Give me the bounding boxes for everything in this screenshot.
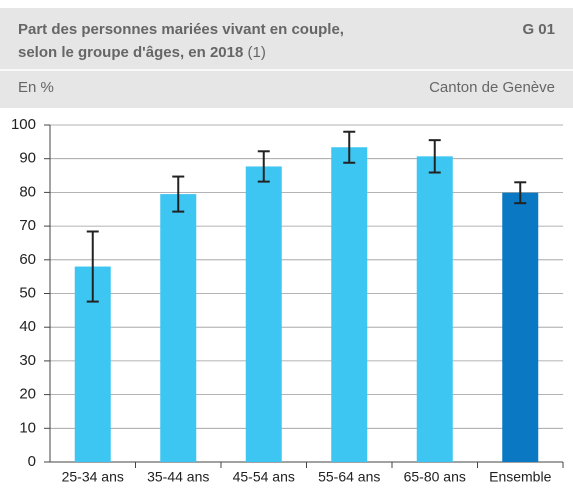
y-tick-label: 40: [19, 318, 36, 335]
bar: [416, 156, 453, 462]
bar: [331, 147, 368, 462]
bar: [245, 166, 282, 463]
x-tick-label: 35-44 ans: [147, 469, 209, 485]
x-tick-label: 55-64 ans: [318, 469, 380, 485]
x-tick-label: 45-54 ans: [233, 469, 295, 485]
chart-title-2: selon le groupe d'âges, en 2018 (1): [18, 44, 266, 61]
y-tick-label: 10: [19, 419, 36, 436]
y-tick-label: 50: [19, 284, 36, 301]
x-tick-label: 65-80 ans: [404, 469, 466, 485]
title-part: Part des personnes mariées vivant en cou…: [18, 21, 344, 38]
y-tick-label: 100: [11, 116, 36, 133]
error-bar: [172, 175, 185, 213]
x-tick-label: Ensemble: [489, 469, 551, 485]
bar: [502, 192, 539, 462]
y-tick-label: 60: [19, 251, 36, 268]
header-band: [0, 8, 573, 108]
error-bar: [343, 130, 356, 164]
subtitle: En %: [18, 79, 54, 96]
error-bar: [86, 230, 99, 303]
error-bar: [428, 139, 441, 174]
y-tick-label: 70: [19, 217, 36, 234]
error-bar: [257, 150, 270, 183]
title-part: selon le groupe d'âges, en 2018: [18, 44, 247, 61]
y-tick-label: 80: [19, 183, 36, 200]
x-tick-label: 25-34 ans: [62, 469, 124, 485]
y-tick-label: 0: [28, 453, 36, 470]
error-bar: [514, 181, 527, 205]
y-tick-label: 20: [19, 386, 36, 403]
y-tick-label: 30: [19, 352, 36, 369]
chart-title: Part des personnes mariées vivant en cou…: [18, 21, 344, 38]
title-note: (1): [247, 44, 265, 61]
source: Canton de Genève: [429, 79, 555, 96]
bar: [160, 194, 197, 462]
chart-code: G 01: [522, 21, 555, 38]
y-tick-label: 90: [19, 150, 36, 167]
